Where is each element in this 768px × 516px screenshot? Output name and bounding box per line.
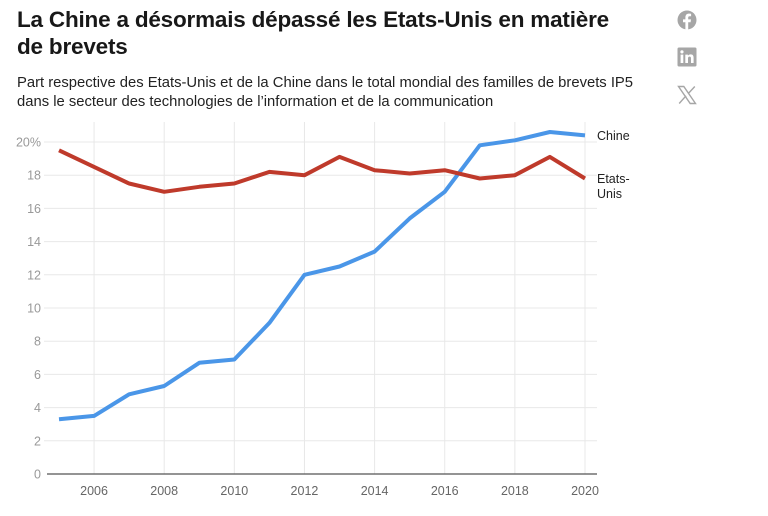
chart-title: La Chine a désormais dépassé les Etats-U… [17, 7, 609, 59]
series-label-etats-unis: Etats-Unis [597, 172, 630, 201]
x-axis-ticks: 2006 2008 2010 2012 2014 2016 2018 2020 [80, 484, 599, 498]
chart-subtitle: Part respective des Etats-Unis et de la … [17, 75, 634, 110]
x-tick-label: 2018 [501, 484, 529, 498]
series-lines [58, 130, 587, 422]
y-tick-label: 0 [34, 468, 41, 482]
x-tick-label: 2008 [150, 484, 178, 498]
x-tick-label: 2016 [431, 484, 459, 498]
y-tick-label: 2 [34, 434, 41, 448]
x-tick-label: 2020 [571, 484, 599, 498]
share-x-button[interactable] [676, 84, 698, 106]
y-tick-label: 14 [27, 235, 41, 249]
y-tick-label: 6 [34, 368, 41, 382]
y-tick-label: 4 [34, 401, 41, 415]
share-facebook-button[interactable] [676, 9, 698, 31]
y-tick-label: 8 [34, 335, 41, 349]
series-line-chine [58, 130, 586, 422]
y-tick-label: 20% [16, 136, 41, 150]
y-axis-ticks: 0 2 4 6 8 10 12 14 16 18 20% [16, 136, 41, 482]
y-tick-label: 18 [27, 169, 41, 183]
x-tick-label: 2012 [291, 484, 319, 498]
y-tick-label: 16 [27, 202, 41, 216]
series-labels: Chine Etats-Unis [597, 129, 630, 201]
series-label-chine: Chine [597, 129, 630, 143]
x-tick-label: 2006 [80, 484, 108, 498]
linkedin-icon [677, 47, 697, 67]
facebook-icon [677, 10, 697, 30]
x-gridlines [93, 122, 586, 474]
series-line-etats-unis [58, 148, 587, 194]
x-tick-label: 2014 [361, 484, 389, 498]
share-linkedin-button[interactable] [676, 46, 698, 68]
y-tick-label: 10 [27, 302, 41, 316]
x-icon [677, 85, 697, 105]
x-tick-label: 2010 [220, 484, 248, 498]
y-tick-label: 12 [27, 268, 41, 282]
